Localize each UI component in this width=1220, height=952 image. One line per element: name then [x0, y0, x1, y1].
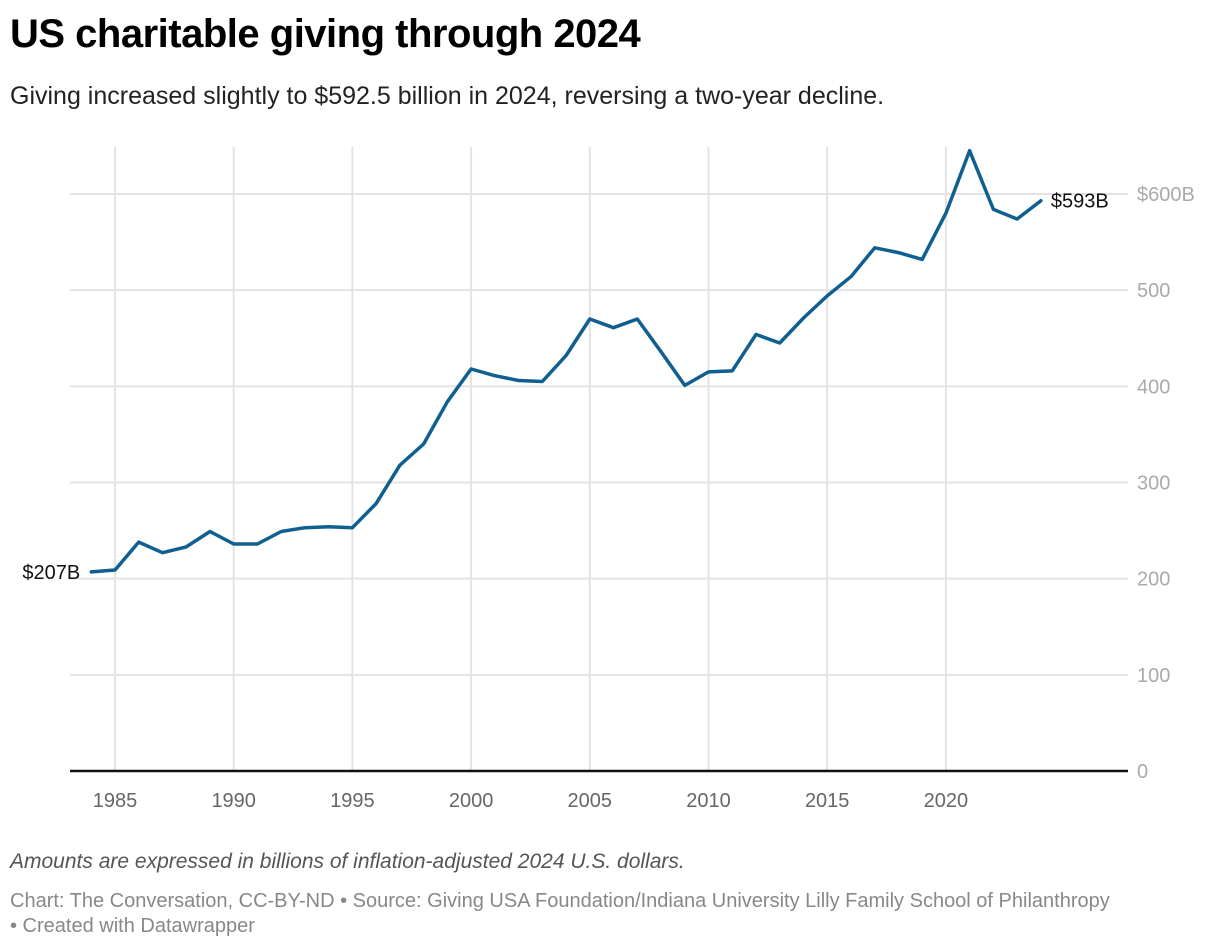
chart-subtitle: Giving increased slightly to $592.5 bill… — [10, 82, 885, 110]
y-tick-label-500: 500 — [1137, 280, 1170, 302]
x-tick-label-1985: 1985 — [93, 790, 138, 812]
footnote: Amounts are expressed in billions of inf… — [10, 850, 685, 873]
data-label-2024: $593B — [1051, 191, 1109, 213]
x-axis-ticks: 1985 1990 1995 2000 2005 2010 2015 2020 — [93, 790, 968, 812]
y-tick-label-200: 200 — [1137, 569, 1170, 591]
y-axis-ticks: 0 100 200 300 400 500 $600B — [1137, 184, 1195, 783]
chart-title: US charitable giving through 2024 — [10, 12, 641, 56]
horizontal-gridlines — [70, 192, 1128, 676]
y-tick-label-100: 100 — [1137, 665, 1170, 687]
y-tick-label-400: 400 — [1137, 376, 1170, 398]
x-tick-label-1990: 1990 — [211, 790, 256, 812]
annotations: $207B $593B — [22, 191, 1108, 584]
y-tick-label-0: 0 — [1137, 761, 1148, 783]
x-tick-label-2020: 2020 — [924, 790, 969, 812]
series-line-total-giving — [89, 148, 1043, 574]
y-tick-label-600: $600B — [1137, 184, 1195, 206]
x-tick-label-2015: 2015 — [805, 790, 850, 812]
data-label-1984: $207B — [22, 562, 80, 584]
x-tick-label-2000: 2000 — [449, 790, 494, 812]
y-tick-label-300: 300 — [1137, 472, 1170, 494]
x-tick-label-1995: 1995 — [330, 790, 375, 812]
line-chart: 0 100 200 300 400 500 $600B 1985 1990 1995 2000 20… — [22, 147, 1195, 812]
x-tick-label-2010: 2010 — [686, 790, 731, 812]
vertical-gridlines — [114, 147, 947, 771]
source-credit: Chart: The Conversation, CC-BY-ND • Sour… — [10, 890, 1110, 937]
x-tick-label-2005: 2005 — [568, 790, 613, 812]
